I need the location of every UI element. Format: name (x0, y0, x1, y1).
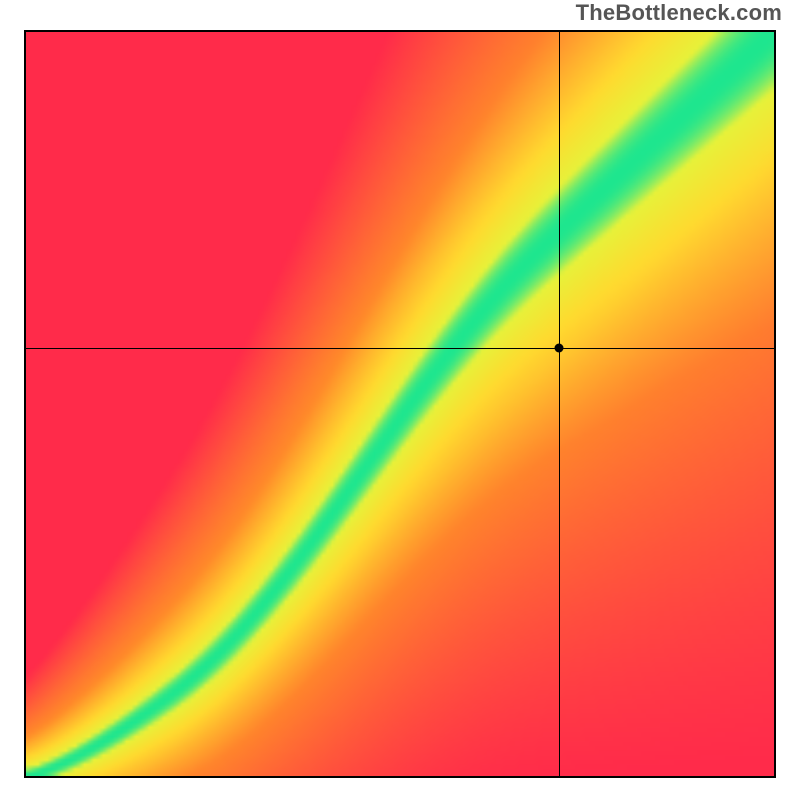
plot-area (24, 30, 776, 778)
crosshair-horizontal (26, 348, 774, 349)
watermark-label: TheBottleneck.com (576, 0, 782, 26)
crosshair-vertical (559, 32, 560, 776)
bottleneck-heatmap (26, 32, 774, 776)
crosshair-marker (554, 344, 563, 353)
